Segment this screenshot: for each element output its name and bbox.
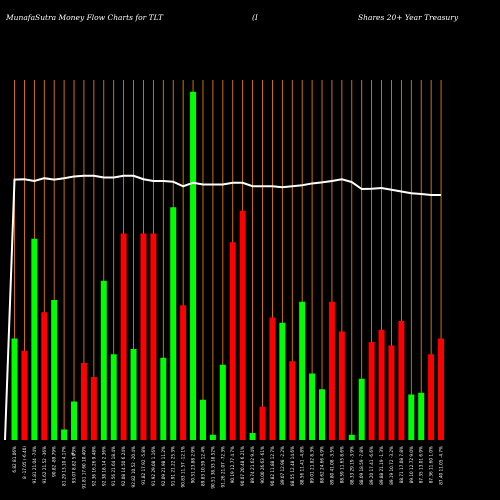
tick-label: 90.07 20.48 6.21%: [240, 446, 245, 486]
bar: [51, 300, 58, 440]
tick-label: 92.38 18.14 2.36%: [101, 446, 106, 486]
tick-label: 90.51 23.88 2.9%: [191, 446, 196, 483]
tick-label: 87.40 11.05 -4.7%: [439, 446, 444, 485]
tick-label: 88.09 18.59 -7.8%: [359, 446, 364, 485]
tick-label: 91.62 21.52 -36%: [42, 446, 47, 483]
tick-label: 92.36 16.26 9.48%: [91, 446, 96, 486]
tick-label: 91.82 17.92 -5.8%: [141, 446, 146, 485]
bar: [190, 91, 197, 440]
bar: [150, 233, 157, 440]
bar: [358, 378, 365, 440]
bar: [338, 331, 345, 440]
bar: [31, 238, 38, 440]
bar: [259, 406, 266, 440]
bar: [41, 312, 48, 440]
tick-label: 89.10 12.72 9.0%: [409, 446, 414, 483]
tick-label: 88.59 11.65 8.6%: [339, 446, 344, 483]
tick-label: 89.20 17.41 -6.6%: [369, 446, 374, 485]
bar: [11, 338, 18, 440]
bar: [229, 242, 236, 440]
bar: [21, 350, 28, 440]
chart-title-right: Shares 20+ Year Treasury: [358, 13, 459, 22]
bar: [110, 354, 117, 440]
tick-label: 90.83 11.57 -12.1%: [181, 446, 186, 487]
tick-label: 89.01 21.82 8.3%: [310, 446, 315, 483]
tick-label: 91.91 21.22 25.3%: [171, 446, 176, 486]
chart-title-left: MunafaSutra Money Flow Charts for TLT: [5, 13, 164, 22]
bar: [61, 429, 68, 440]
tick-label: 93.07 8.82 5.73%: [72, 446, 77, 483]
bar: [209, 434, 216, 440]
bar: [140, 233, 147, 440]
tick-label: 87.36 11.60 1.0%: [429, 446, 434, 483]
tick-label: 90.19 12.77 4.7%: [230, 446, 235, 483]
bar: [418, 392, 425, 440]
bar: [100, 280, 107, 440]
tick-label: 91.92 29.08 1.16%: [151, 446, 156, 486]
bar: [299, 301, 306, 440]
bar: [309, 373, 316, 440]
bar: [80, 363, 87, 440]
bar: [219, 364, 226, 440]
tick-label: 6.82 81.06%: [12, 446, 17, 473]
tick-label: 89.88 21.19 -1.3%: [379, 446, 384, 485]
tick-label: 91.26 21.07 -72.3%: [220, 446, 225, 487]
tick-label: 88.55 12.48 14.6%: [290, 446, 295, 486]
tick-label: 90.82 -89.79%: [52, 446, 57, 477]
tick-label: 90.00 26.63 -61%: [260, 446, 265, 483]
bar: [71, 401, 78, 440]
bar: [160, 357, 167, 440]
bar: [388, 345, 395, 440]
bar: [398, 321, 405, 440]
bar: [279, 322, 286, 440]
bar: [319, 389, 326, 440]
chart-title-middle: (I: [252, 13, 259, 22]
tick-label: 90.82 11.88 12.7%: [270, 446, 275, 486]
tick-label: 90.51 38.33 18.52%: [210, 446, 215, 489]
bar: [170, 207, 177, 440]
tick-label: 91.81 17.60 10.40%: [81, 446, 86, 489]
tick-label: 8 -17.05 (-6.40): [22, 446, 27, 479]
bar: [368, 342, 375, 440]
bar: [408, 394, 415, 440]
trend-line: [4, 174, 442, 441]
bar: [289, 361, 296, 440]
bar: [199, 399, 206, 440]
tick-label: 88.56 11.41 -4.8%: [300, 446, 305, 485]
bar: [428, 354, 435, 440]
tick-label: 89.74 21.62 9.4%: [250, 446, 255, 483]
bar: [348, 434, 355, 440]
bar: [378, 329, 385, 440]
tick-label: 89.19 10.72 -3.2%: [389, 446, 394, 485]
bar: [120, 233, 127, 440]
bar-series: [11, 91, 445, 440]
tick-label: 87.35 13.01 6.9%: [419, 446, 424, 483]
tick-label: 88.33 29.19 -3.9%: [349, 446, 354, 485]
line-series: [4, 174, 442, 441]
tick-label: 92.82 10.52 -20.4%: [131, 446, 136, 487]
bar: [90, 377, 97, 440]
bar: [130, 349, 137, 440]
tick-label-extra: %: [71, 452, 75, 457]
bar: [239, 210, 246, 440]
tick-label: 92.09 21.98 11.2%: [161, 446, 166, 486]
tick-label: 81.29 13.10 4.17%: [62, 446, 67, 486]
bar: [269, 317, 276, 440]
tick-label: 91.56 21.64 18.4%: [111, 446, 116, 486]
tick-label: 91.81 21.04 -74%: [32, 446, 37, 483]
bar: [180, 305, 187, 440]
bar: [249, 433, 256, 440]
tick-label: 88.62 24.66 4.9%: [320, 446, 325, 483]
tick-label: 89.80 41.08 -3.5%: [329, 446, 334, 485]
tick-label: 92.08 14.50 6.24%: [121, 446, 126, 486]
bar: [328, 301, 335, 440]
tick-label: 89.83 10.59 12.4%: [200, 446, 205, 486]
tick-label: 89.07 12.98 -2.2%: [280, 446, 285, 485]
tick-label: 88.71 17.08 7.8%: [399, 446, 404, 483]
bar: [438, 338, 445, 440]
x-tick-labels: 6.82 81.06% 8 -17.05 (-6.40) 91.81 21.04 -…: [12, 446, 444, 489]
